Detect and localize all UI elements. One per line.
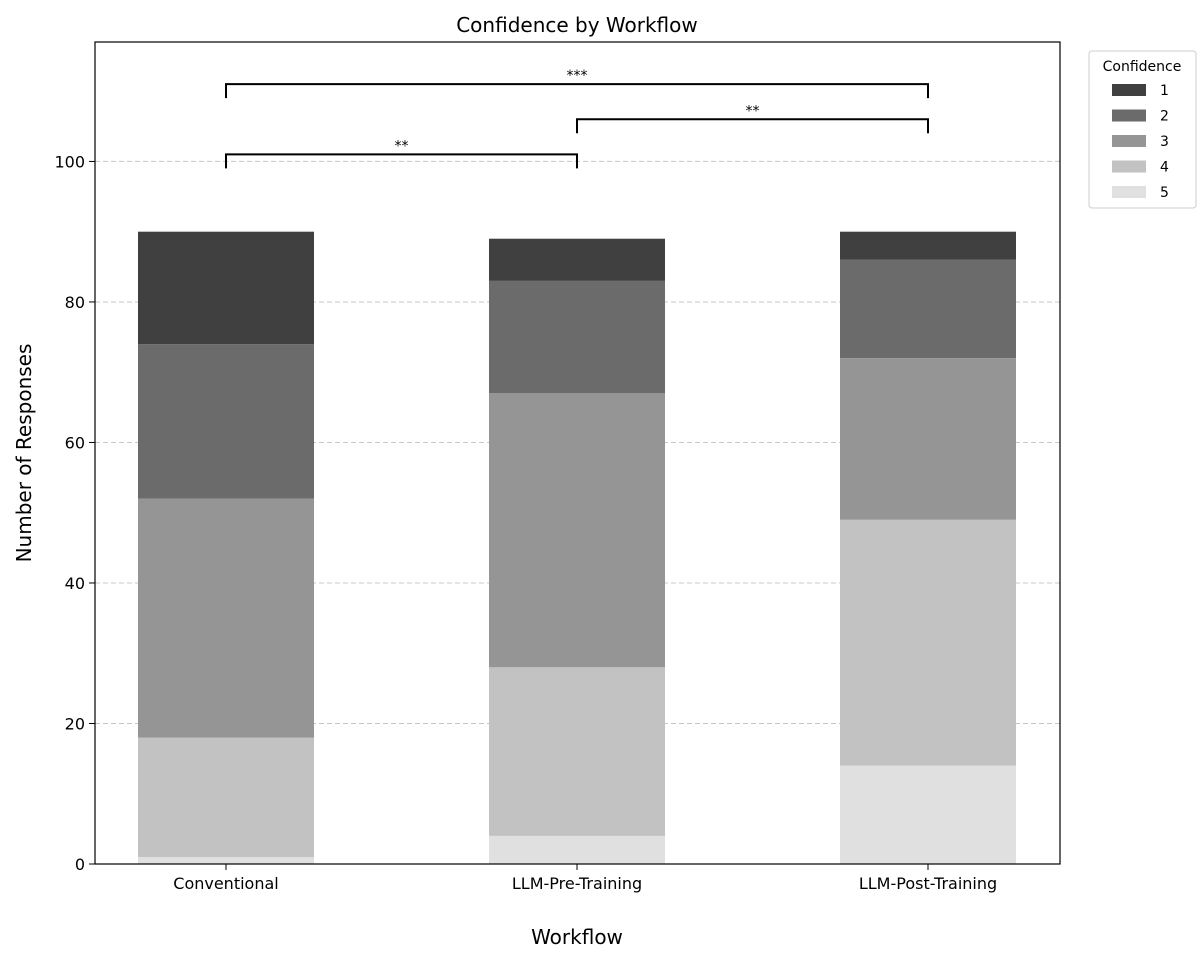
chart-title: Confidence by Workflow (456, 13, 698, 37)
bar-segment-confidence-3 (138, 498, 314, 738)
bar-segment-confidence-2 (840, 259, 1016, 359)
legend-items: 1 2 3 4 5 (1112, 83, 1169, 201)
y-tick-label: 0 (75, 855, 85, 874)
bar-segment-confidence-5 (489, 835, 665, 864)
legend-label-4: 4 (1160, 160, 1169, 176)
y-tick-label: 20 (65, 714, 85, 733)
significance-bracket (225, 153, 578, 169)
bars-layer (138, 231, 1016, 864)
significance-label: ** (746, 103, 760, 119)
legend-title: Confidence (1103, 59, 1182, 75)
bar-segment-confidence-3 (840, 358, 1016, 520)
bar-segment-confidence-4 (138, 737, 314, 857)
significance-bracket (225, 83, 929, 99)
bar-segment-confidence-5 (138, 856, 314, 864)
bar-segment-confidence-3 (489, 393, 665, 668)
bar-segment-confidence-2 (489, 280, 665, 394)
significance-label: *** (567, 68, 588, 84)
legend-swatch-2 (1112, 109, 1146, 122)
y-tick-label: 100 (54, 152, 85, 171)
bar-segment-confidence-1 (489, 238, 665, 281)
legend-label-1: 1 (1160, 83, 1169, 99)
bar-segment-confidence-5 (840, 765, 1016, 864)
bar-segment-confidence-4 (840, 519, 1016, 766)
y-tick-label: 80 (65, 293, 85, 312)
significance-label: ** (395, 138, 409, 154)
significance-annotations: ******* (225, 68, 929, 169)
legend-label-2: 2 (1160, 109, 1169, 125)
bar-segment-confidence-4 (489, 667, 665, 836)
y-tick-label: 40 (65, 574, 85, 593)
axes-layer: 0 20 40 60 80 100 Conventional LLM-Pre-Training… (54, 152, 997, 893)
x-tick-label: Conventional (173, 874, 278, 893)
bar-segment-confidence-2 (138, 344, 314, 499)
x-axis-label: Workflow (531, 925, 623, 949)
y-tick-label: 60 (65, 433, 85, 452)
legend-swatch-4 (1112, 160, 1146, 173)
y-axis-label: Number of Responses (12, 344, 36, 563)
x-tick-label: LLM-Post-Training (859, 874, 997, 893)
legend-swatch-3 (1112, 135, 1146, 147)
legend: Confidence 1 2 3 4 5 (1088, 50, 1197, 209)
legend-swatch-5 (1112, 186, 1146, 198)
legend-swatch-1 (1112, 84, 1146, 96)
bar-segment-confidence-1 (840, 231, 1016, 260)
bar-segment-confidence-1 (138, 231, 314, 345)
x-tick-label: LLM-Pre-Training (512, 874, 642, 893)
legend-label-3: 3 (1160, 134, 1169, 150)
legend-label-5: 5 (1160, 185, 1169, 201)
significance-bracket (576, 118, 929, 134)
